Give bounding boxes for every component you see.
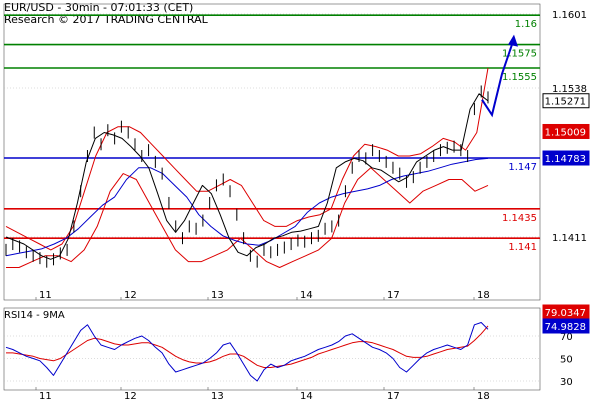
bollinger-lower-band <box>6 167 489 268</box>
level-label-2: 1.1555 <box>502 72 537 83</box>
price-badge-box-1 <box>542 123 590 139</box>
price-badge-box-0 <box>542 93 590 109</box>
rsi-badge-box-1 <box>542 318 590 334</box>
projection-arrow-head <box>508 34 518 47</box>
rsi-x-tick-label: 12 <box>124 391 137 400</box>
rsi-x-tick-label: 13 <box>211 391 224 400</box>
price-x-tick-label: 11 <box>39 290 52 301</box>
price-y-tick-label: 1.1601 <box>552 10 587 21</box>
rsi-x-tick-label: 14 <box>300 391 313 400</box>
rsi-x-tick-label: 18 <box>477 391 490 400</box>
rsi-x-tick-label: 11 <box>39 391 52 400</box>
price-close-line <box>5 93 489 260</box>
price-x-tick-label: 17 <box>387 290 400 301</box>
projection-arrow-line <box>481 38 515 118</box>
level-label-5: 1.141 <box>508 242 537 253</box>
rsi-y-tick-label: 70 <box>560 332 573 343</box>
price-x-tick-label: 18 <box>477 290 490 301</box>
bollinger-upper-band <box>5 67 489 251</box>
price-badge-box-2 <box>542 150 590 166</box>
price-x-tick-label: 13 <box>211 290 224 301</box>
level-label-4: 1.1435 <box>502 213 537 224</box>
level-label-3: 1.147 <box>508 162 537 173</box>
rsi-x-tick-label: 17 <box>387 391 400 400</box>
price-x-tick-label: 12 <box>124 290 137 301</box>
price-panel-frame <box>3 3 541 301</box>
moving-average-line <box>5 157 489 257</box>
rsi-badge-1: 74.9828 <box>545 322 586 333</box>
rsi-y-tick-label: 50 <box>560 355 573 366</box>
price-badge-1: 1.15009 <box>545 127 586 138</box>
price-y-tick-label: 1.1538 <box>552 84 587 95</box>
level-label-0: 1.16 <box>515 19 537 30</box>
rsi-line <box>5 322 489 382</box>
price-badge-2: 1.14783 <box>545 154 586 165</box>
rsi-ma-line <box>6 325 489 368</box>
price-x-tick-label: 14 <box>300 290 313 301</box>
price-y-tick-label: 1.1411 <box>552 233 587 244</box>
price-badge-0: 1.15271 <box>545 97 586 108</box>
rsi-y-tick-label: 30 <box>560 377 573 388</box>
chart-header-copyright: Research © 2017 TRADING CENTRAL <box>4 13 208 26</box>
level-label-1: 1.1575 <box>502 49 537 60</box>
rsi-badge-0: 79.0347 <box>545 308 586 319</box>
rsi-panel-frame <box>3 307 541 391</box>
rsi-title: RSI14 - 9MA <box>4 310 65 321</box>
